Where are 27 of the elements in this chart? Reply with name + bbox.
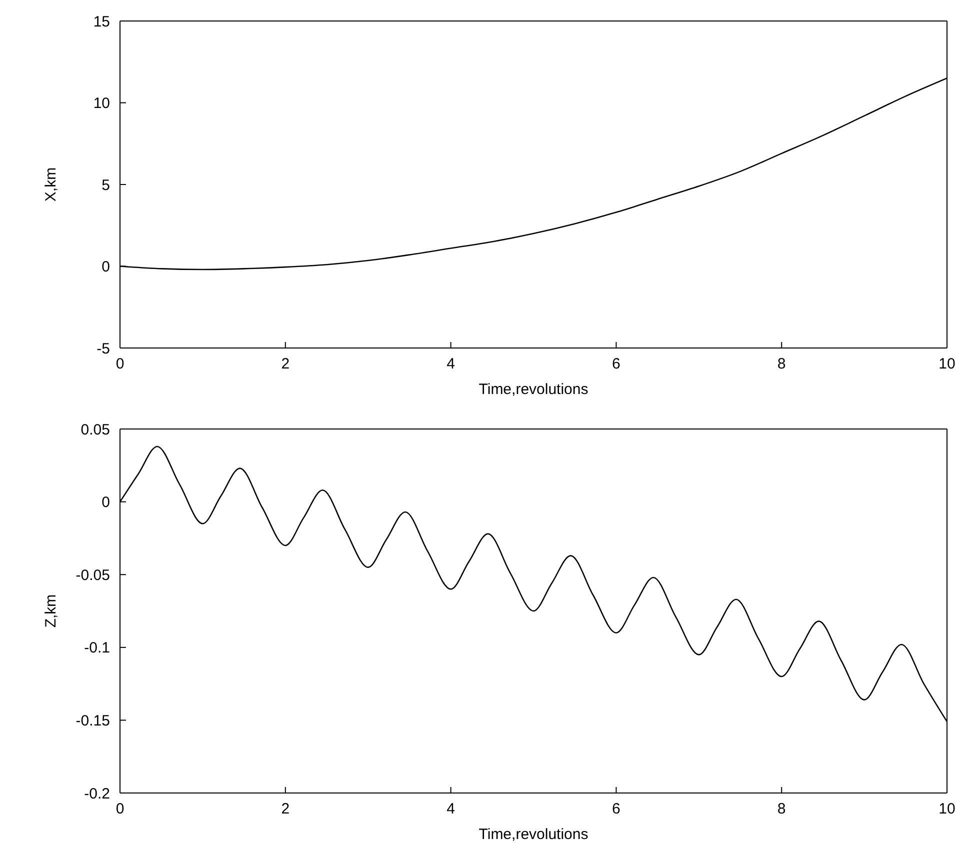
y-tick-label: 15 xyxy=(93,13,110,30)
y-tick-label: 10 xyxy=(93,95,110,112)
y-tick-label: 0 xyxy=(102,258,110,276)
x-tick-label: 4 xyxy=(446,356,455,373)
y-tick-label: -5 xyxy=(96,340,110,358)
y-tick-label: -0.1 xyxy=(84,640,110,657)
y-tick-label: -0.15 xyxy=(76,712,110,730)
x-tick-label: 8 xyxy=(777,800,786,818)
x-tick-label: 0 xyxy=(116,800,124,818)
x-tick-label: 2 xyxy=(281,800,290,818)
x-tick-label: 6 xyxy=(612,800,620,818)
y-axis-title: Z,km xyxy=(42,594,60,628)
y-tick-label: 0.05 xyxy=(80,421,110,438)
y-tick-label: -0.2 xyxy=(84,785,110,802)
x-tick-label: 4 xyxy=(446,800,455,818)
y-tick-label: -0.05 xyxy=(76,566,110,584)
x-axis-title: Time,revolutions xyxy=(478,381,588,398)
x-tick-label: 2 xyxy=(281,356,290,373)
x-tick-label: 10 xyxy=(938,356,956,373)
x-tick-label: 8 xyxy=(777,356,786,373)
x-tick-label: 0 xyxy=(116,356,124,373)
y-tick-label: 5 xyxy=(102,176,110,194)
x-tick-label: 10 xyxy=(938,800,956,818)
y-axis-title: X,km xyxy=(42,167,60,202)
x-axis-title: Time,revolutions xyxy=(478,826,588,843)
x-tick-label: 6 xyxy=(612,356,620,373)
y-tick-label: 0 xyxy=(102,494,110,512)
